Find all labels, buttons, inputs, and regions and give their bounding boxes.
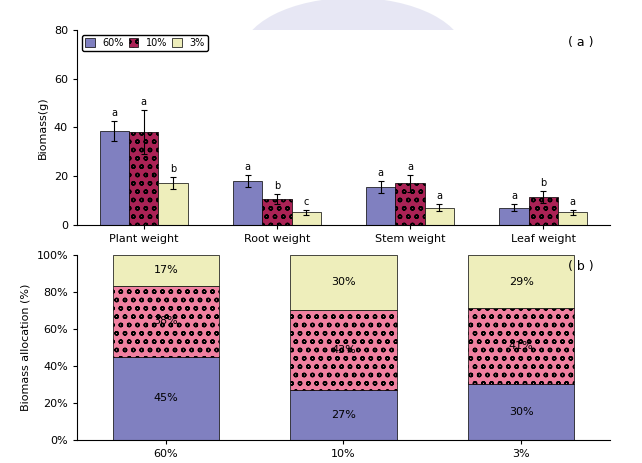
Text: a: a — [511, 191, 517, 201]
Text: a: a — [245, 162, 250, 172]
Bar — [425, 207, 454, 225]
Bar — [291, 213, 321, 225]
Text: c: c — [304, 197, 309, 207]
Text: 41%: 41% — [508, 341, 534, 351]
Bar — [159, 183, 187, 225]
Bar — [468, 308, 575, 384]
Text: 27%: 27% — [331, 410, 356, 420]
Text: a: a — [569, 197, 576, 207]
Bar — [468, 255, 575, 308]
Text: a: a — [111, 108, 117, 119]
Bar — [290, 390, 397, 440]
Text: b: b — [540, 178, 546, 188]
Bar — [499, 207, 528, 225]
Bar — [290, 310, 397, 390]
Text: 30%: 30% — [508, 407, 534, 417]
Bar — [468, 384, 575, 440]
Text: 30%: 30% — [331, 277, 356, 288]
Text: ( a ): ( a ) — [568, 36, 594, 49]
Bar — [366, 187, 395, 225]
Bar — [129, 132, 159, 225]
Y-axis label: Biomass allocation (%): Biomass allocation (%) — [21, 283, 31, 411]
Text: 43%: 43% — [331, 345, 356, 355]
Text: 29%: 29% — [508, 276, 534, 287]
Bar — [528, 197, 558, 225]
Bar — [290, 255, 397, 310]
Text: a: a — [377, 168, 384, 178]
Text: b: b — [170, 164, 176, 174]
Text: 45%: 45% — [153, 393, 178, 403]
Text: a: a — [141, 97, 146, 107]
Text: a: a — [437, 191, 442, 201]
Text: b: b — [273, 181, 280, 191]
Bar — [558, 213, 587, 225]
Y-axis label: Biomass(g): Biomass(g) — [39, 96, 48, 159]
Bar — [100, 131, 129, 225]
Legend: 60%, 10%, 3%: 60%, 10%, 3% — [82, 35, 208, 51]
Bar — [112, 286, 219, 357]
Bar — [233, 181, 262, 225]
Text: 38%: 38% — [153, 316, 178, 326]
Bar — [262, 199, 291, 225]
Bar — [112, 255, 219, 286]
Text: a: a — [407, 162, 413, 172]
Text: 17%: 17% — [153, 265, 178, 275]
Bar — [395, 183, 425, 225]
Ellipse shape — [241, 0, 465, 113]
Bar — [112, 357, 219, 440]
Text: ( b ): ( b ) — [568, 260, 594, 273]
